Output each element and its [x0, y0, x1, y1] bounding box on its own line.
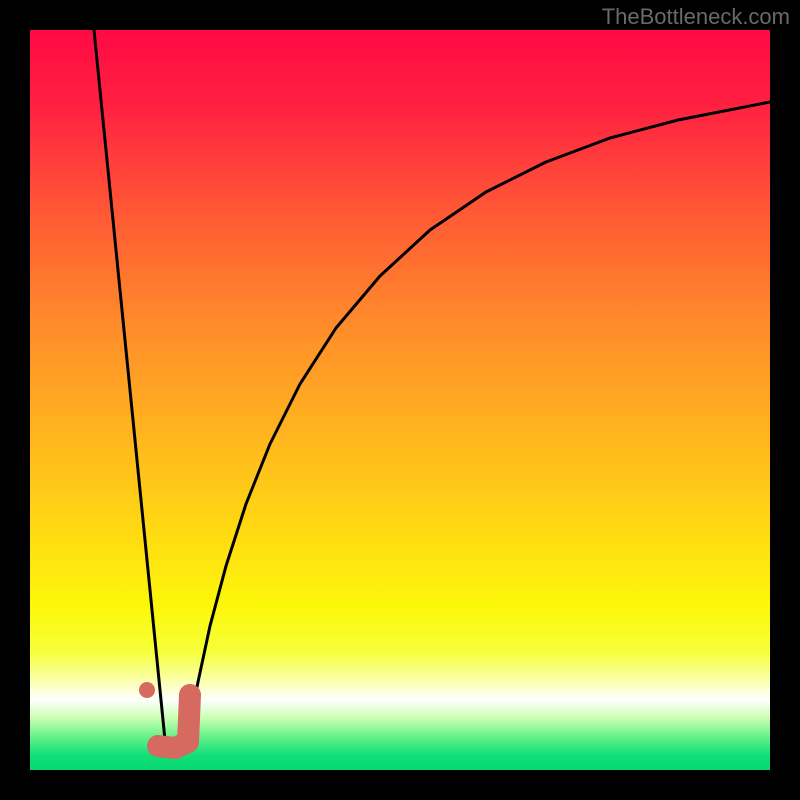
salmon-dot-marker [139, 682, 155, 698]
left-descending-line [94, 30, 165, 740]
watermark-text: TheBottleneck.com [602, 4, 790, 30]
chart-container: TheBottleneck.com [0, 0, 800, 800]
plot-area [30, 30, 770, 770]
right-ascending-curve [186, 102, 770, 742]
curves-layer [30, 30, 770, 770]
